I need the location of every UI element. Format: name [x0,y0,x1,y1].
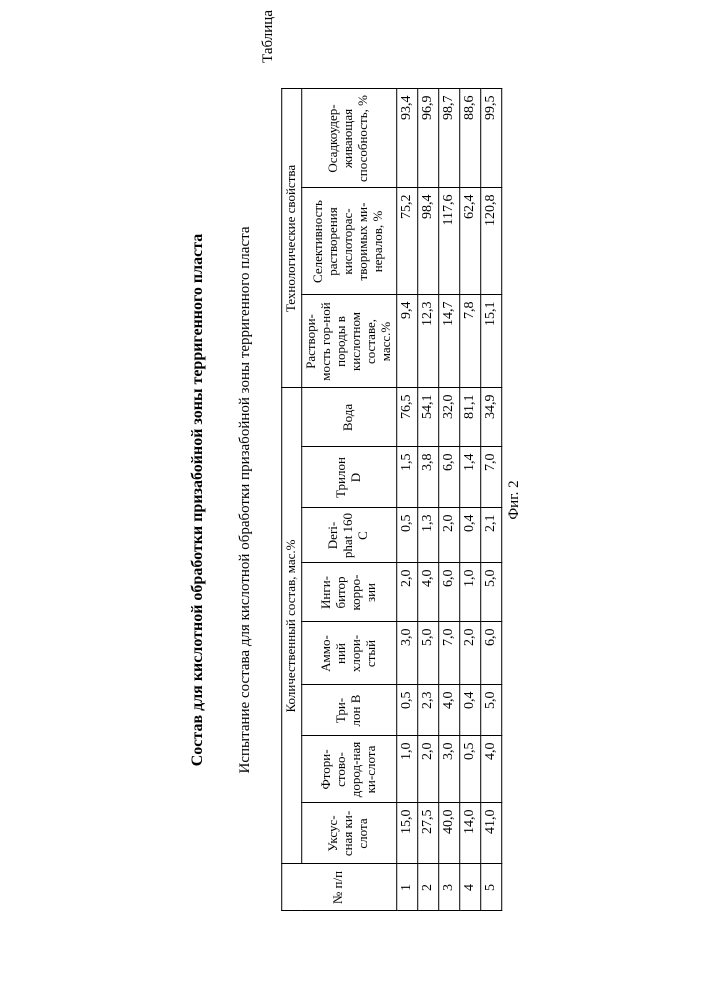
cell-tech: 98,4 [417,188,438,295]
table-body: 115,01,00,53,02,00,51,576,59,475,293,422… [396,89,501,911]
cell-comp: 0,4 [459,685,480,736]
cell-tech: 75,2 [396,188,417,295]
cell-comp: 1,0 [459,563,480,622]
main-title: Состав для кислотной обработки призабойн… [189,0,207,1000]
cell-comp: 32,0 [438,388,459,447]
header-row-cols: Уксус-сная ки-слотаФтори-стово-дород-ная… [301,89,396,911]
col-tech-1: Селективность растворения кислоторас-тво… [301,188,396,295]
cell-comp: 1,4 [459,447,480,508]
table-label: Таблица [260,0,277,1000]
cell-tech: 117,6 [438,188,459,295]
cell-tech: 15,1 [480,295,501,388]
col-comp-1: Фтори-стово-дород-ная ки-слота [301,736,396,803]
cell-idx: 2 [417,864,438,911]
figure-label: Фиг. 2 [505,0,522,1000]
table-row: 340,03,04,07,06,02,06,032,014,7117,698,7 [438,89,459,911]
cell-comp: 3,8 [417,447,438,508]
cell-comp: 81,1 [459,388,480,447]
col-comp-0: Уксус-сная ки-слота [301,803,396,864]
cell-tech: 12,3 [417,295,438,388]
cell-comp: 3,0 [438,736,459,803]
cell-tech: 14,7 [438,295,459,388]
cell-tech: 88,6 [459,89,480,188]
cell-comp: 14,0 [459,803,480,864]
cell-comp: 41,0 [480,803,501,864]
cell-comp: 4,0 [438,685,459,736]
cell-comp: 7,0 [480,447,501,508]
cell-tech: 120,8 [480,188,501,295]
cell-comp: 1,0 [396,736,417,803]
cell-idx: 5 [480,864,501,911]
cell-comp: 3,0 [396,622,417,685]
cell-comp: 0,5 [459,736,480,803]
cell-idx: 4 [459,864,480,911]
cell-tech: 98,7 [438,89,459,188]
cell-comp: 54,1 [417,388,438,447]
cell-tech: 99,5 [480,89,501,188]
data-table: № п/п Количественный состав, мас.% Техно… [281,89,502,912]
cell-tech: 62,4 [459,188,480,295]
cell-comp: 5,0 [480,563,501,622]
col-comp-5: Deri-phat 160 C [301,508,396,563]
cell-comp: 76,5 [396,388,417,447]
header-row-groups: № п/п Количественный состав, мас.% Техно… [281,89,301,911]
cell-comp: 34,9 [480,388,501,447]
cell-comp: 40,0 [438,803,459,864]
col-tech-0: Раствори-мость гор-ной породы в кислотно… [301,295,396,388]
table-row: 227,52,02,35,04,01,33,854,112,398,496,9 [417,89,438,911]
cell-tech: 9,4 [396,295,417,388]
col-tech-2: Осадкоудер-живающая способность, % [301,89,396,188]
cell-tech: 93,4 [396,89,417,188]
sub-title: Испытание состава для кислотной обработк… [237,0,254,1000]
col-comp-2: Три-лон B [301,685,396,736]
group-composition: Количественный состав, мас.% [281,388,301,864]
cell-comp: 6,0 [438,563,459,622]
group-tech: Технологические свойства [281,89,301,388]
table-row: 541,04,05,06,05,02,17,034,915,1120,899,5 [480,89,501,911]
cell-comp: 7,0 [438,622,459,685]
cell-comp: 5,0 [480,685,501,736]
cell-tech: 96,9 [417,89,438,188]
cell-idx: 1 [396,864,417,911]
cell-comp: 15,0 [396,803,417,864]
col-comp-3: Аммо-ний хлори-стый [301,622,396,685]
cell-comp: 0,4 [459,508,480,563]
cell-comp: 1,5 [396,447,417,508]
col-comp-7: Вода [301,388,396,447]
col-comp-6: Трилон D [301,447,396,508]
cell-comp: 2,0 [417,736,438,803]
cell-tech: 7,8 [459,295,480,388]
col-comp-4: Инги-битор корро-зии [301,563,396,622]
cell-comp: 6,0 [480,622,501,685]
cell-comp: 1,3 [417,508,438,563]
cell-idx: 3 [438,864,459,911]
cell-comp: 27,5 [417,803,438,864]
cell-comp: 2,0 [396,563,417,622]
cell-comp: 2,1 [480,508,501,563]
table-row: 115,01,00,53,02,00,51,576,59,475,293,4 [396,89,417,911]
cell-comp: 0,5 [396,508,417,563]
cell-comp: 4,0 [417,563,438,622]
cell-comp: 5,0 [417,622,438,685]
cell-comp: 0,5 [396,685,417,736]
cell-comp: 4,0 [480,736,501,803]
cell-comp: 2,0 [459,622,480,685]
cell-comp: 2,0 [438,508,459,563]
cell-comp: 6,0 [438,447,459,508]
cell-comp: 2,3 [417,685,438,736]
col-row-no: № п/п [281,864,396,911]
table-row: 414,00,50,42,01,00,41,481,17,862,488,6 [459,89,480,911]
